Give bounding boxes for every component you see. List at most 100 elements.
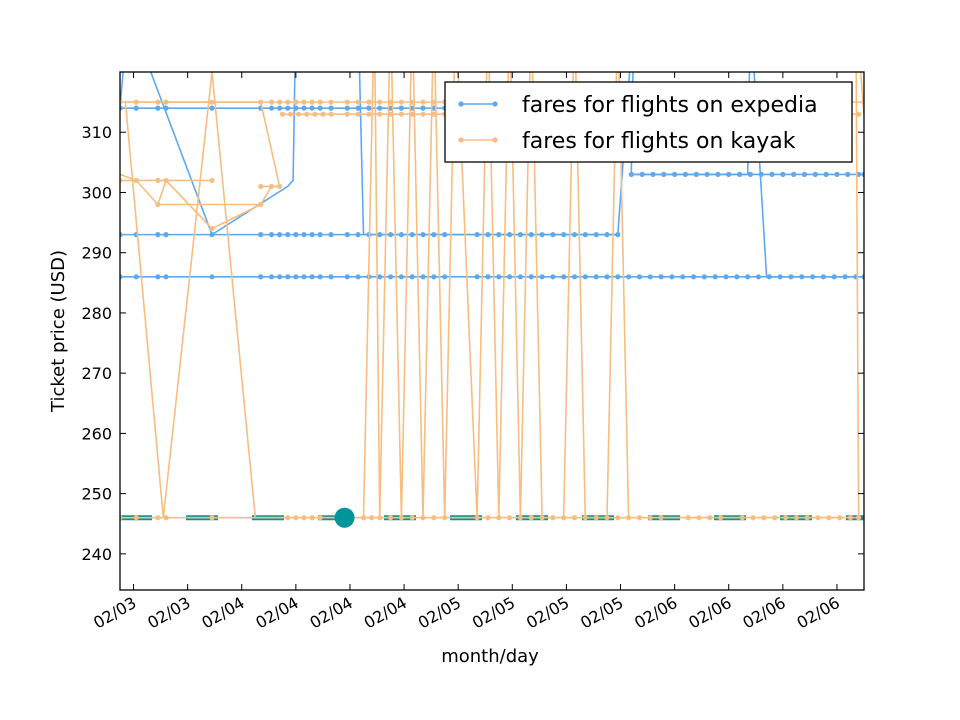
data-point-expedia (726, 171, 732, 177)
data-point-kayak (268, 183, 275, 190)
data-point-expedia (571, 232, 578, 238)
data-point-expedia (485, 274, 491, 280)
data-point-expedia (615, 274, 621, 280)
data-point-kayak (295, 111, 302, 117)
data-point-kayak (209, 515, 215, 521)
data-point-expedia (661, 171, 667, 177)
data-point-kayak (285, 99, 291, 105)
data-point-kayak (707, 515, 713, 521)
data-point-kayak (517, 515, 524, 521)
data-point-kayak (387, 111, 394, 117)
data-point-kayak (258, 99, 264, 105)
data-point-expedia (268, 274, 275, 280)
data-point-expedia (593, 232, 599, 238)
data-point-kayak (344, 99, 350, 105)
data-point-kayak (155, 201, 161, 208)
data-point-kayak (750, 515, 756, 521)
data-point-expedia (409, 274, 415, 280)
data-point-expedia (517, 274, 524, 280)
legend-box (444, 81, 853, 163)
data-point-expedia (745, 274, 751, 280)
y-tick-label: 310 (81, 123, 112, 142)
data-point-expedia (636, 274, 643, 280)
x-tick-label: 02/04 (198, 593, 247, 633)
data-point-expedia (604, 232, 610, 238)
data-point-kayak (615, 515, 621, 521)
data-point-kayak (360, 515, 367, 521)
data-point-expedia (420, 274, 426, 280)
data-point-kayak (571, 515, 578, 521)
data-point-expedia (845, 171, 851, 177)
data-point-kayak (377, 99, 383, 105)
data-point-expedia (377, 274, 383, 280)
data-point-kayak (209, 177, 215, 184)
data-point-kayak (309, 99, 315, 105)
data-point-kayak (258, 183, 264, 190)
data-point-kayak (696, 515, 702, 521)
data-point-expedia (680, 274, 686, 280)
data-point-expedia (344, 274, 350, 280)
data-point-expedia (550, 232, 556, 238)
data-point-expedia (734, 274, 740, 280)
data-point-kayak (647, 515, 653, 521)
data-point-kayak (506, 515, 513, 521)
series-line-kayak-trace (120, 72, 864, 519)
data-point-expedia (309, 232, 315, 238)
data-point-expedia (442, 274, 448, 280)
data-point-kayak (420, 99, 426, 105)
data-point-kayak (366, 111, 372, 117)
data-point-kayak (718, 515, 724, 521)
x-tick-label: 02/04 (252, 593, 301, 633)
data-point-expedia (639, 171, 645, 177)
data-point-expedia (528, 232, 534, 238)
data-point-expedia (277, 232, 283, 238)
data-point-kayak (377, 111, 383, 117)
data-point-expedia (626, 274, 632, 280)
data-point-kayak (317, 515, 323, 521)
data-point-expedia (155, 232, 161, 238)
y-tick-label: 260 (81, 424, 112, 443)
data-point-kayak (209, 99, 215, 105)
data-point-expedia (799, 274, 805, 280)
data-point-expedia (780, 171, 786, 177)
data-point-kayak (287, 111, 294, 117)
data-point-kayak (304, 111, 310, 117)
data-point-expedia (831, 274, 837, 280)
legend-marker-expedia (458, 101, 464, 107)
data-point-kayak (355, 111, 361, 117)
data-point-kayak (474, 515, 480, 521)
y-tick-label: 250 (81, 485, 112, 504)
data-point-kayak (442, 515, 448, 521)
data-point-expedia (344, 105, 350, 111)
data-point-expedia (293, 105, 299, 111)
data-point-kayak (431, 111, 437, 117)
data-point-kayak (163, 177, 169, 184)
data-point-kayak (658, 515, 664, 521)
y-tick-label: 300 (81, 183, 112, 202)
data-point-expedia (431, 232, 437, 238)
data-point-kayak (398, 515, 404, 521)
data-point-expedia (317, 105, 323, 111)
data-point-expedia (285, 232, 291, 238)
data-point-expedia (309, 274, 315, 280)
y-tick-label: 280 (81, 304, 112, 323)
data-point-expedia (550, 274, 556, 280)
data-point-expedia (758, 171, 764, 177)
data-point-expedia (398, 105, 404, 111)
data-point-expedia (690, 274, 697, 280)
data-point-kayak (317, 99, 323, 105)
legend-marker-kayak (458, 137, 464, 143)
x-tick-label: 02/05 (577, 593, 626, 633)
data-point-kayak (409, 111, 415, 117)
data-point-kayak (847, 515, 854, 521)
data-point-expedia (496, 232, 502, 238)
data-point-expedia (133, 105, 139, 111)
data-point-expedia (517, 232, 524, 238)
data-point-expedia (755, 274, 762, 280)
data-point-kayak (550, 515, 556, 521)
data-point-kayak (277, 183, 283, 190)
data-point-expedia (155, 274, 161, 280)
data-point-expedia (561, 274, 567, 280)
data-point-kayak (420, 515, 426, 521)
data-point-kayak (826, 515, 832, 521)
